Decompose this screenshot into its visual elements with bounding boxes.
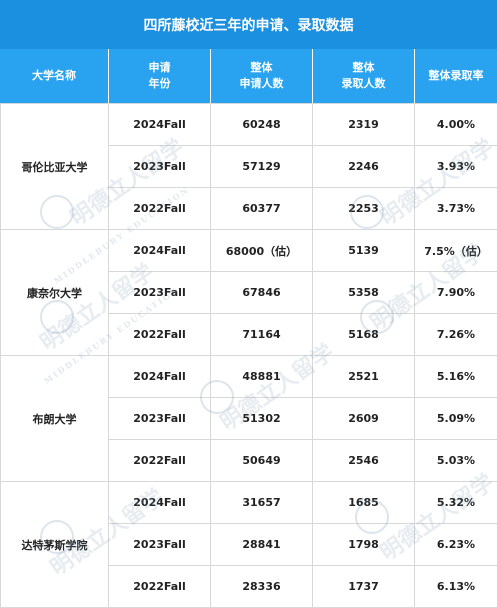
header-term-line1: 申请 bbox=[149, 60, 171, 76]
header-school-label: 大学名称 bbox=[32, 68, 76, 84]
rate-cell: 3.93% bbox=[415, 146, 497, 188]
admitted-cell: 2521 bbox=[313, 356, 415, 398]
table-row: 达特茅斯学院 2024Fall 31657 1685 5.32% bbox=[1, 482, 497, 524]
rate-cell: 7.90% bbox=[415, 272, 497, 314]
applicants-cell: 28336 bbox=[211, 566, 313, 608]
header-admitted: 整体 录取人数 bbox=[312, 49, 414, 103]
applicants-cell: 67846 bbox=[211, 272, 313, 314]
applicants-cell: 57129 bbox=[211, 146, 313, 188]
rate-cell: 7.5%（估） bbox=[415, 230, 497, 272]
admitted-cell: 5139 bbox=[313, 230, 415, 272]
rate-cell: 4.00% bbox=[415, 104, 497, 146]
admitted-cell: 2546 bbox=[313, 440, 415, 482]
term-cell: 2023Fall bbox=[109, 272, 211, 314]
admitted-cell: 1737 bbox=[313, 566, 415, 608]
admitted-cell: 1798 bbox=[313, 524, 415, 566]
header-admitted-line1: 整体 bbox=[353, 60, 375, 76]
rate-cell: 5.09% bbox=[415, 398, 497, 440]
header-rate-label: 整体录取率 bbox=[429, 68, 484, 84]
term-cell: 2023Fall bbox=[109, 524, 211, 566]
term-cell: 2022Fall bbox=[109, 314, 211, 356]
header-rate: 整体录取率 bbox=[414, 49, 497, 103]
header-term: 申请 年份 bbox=[108, 49, 210, 103]
table-title: 四所藤校近三年的申请、录取数据 bbox=[0, 0, 497, 49]
admitted-cell: 2319 bbox=[313, 104, 415, 146]
applicants-cell: 60377 bbox=[211, 188, 313, 230]
applicants-cell: 60248 bbox=[211, 104, 313, 146]
applicants-cell: 68000（估） bbox=[211, 230, 313, 272]
applicants-cell: 31657 bbox=[211, 482, 313, 524]
table-row: 哥伦比亚大学 2024Fall 60248 2319 4.00% bbox=[1, 104, 497, 146]
applicants-cell: 28841 bbox=[211, 524, 313, 566]
table-row: 康奈尔大学 2024Fall 68000（估） 5139 7.5%（估） bbox=[1, 230, 497, 272]
applicants-cell: 71164 bbox=[211, 314, 313, 356]
rate-cell: 6.23% bbox=[415, 524, 497, 566]
rate-cell: 3.73% bbox=[415, 188, 497, 230]
admitted-cell: 5168 bbox=[313, 314, 415, 356]
term-cell: 2024Fall bbox=[109, 356, 211, 398]
header-applicants-line1: 整体 bbox=[251, 60, 273, 76]
term-cell: 2022Fall bbox=[109, 440, 211, 482]
admitted-cell: 2246 bbox=[313, 146, 415, 188]
term-cell: 2024Fall bbox=[109, 104, 211, 146]
applicants-cell: 48881 bbox=[211, 356, 313, 398]
header-school: 大学名称 bbox=[0, 49, 108, 103]
admitted-cell: 2609 bbox=[313, 398, 415, 440]
school-name: 布朗大学 bbox=[1, 356, 109, 482]
rate-cell: 6.13% bbox=[415, 566, 497, 608]
header-applicants-line2: 申请人数 bbox=[240, 76, 284, 92]
term-cell: 2024Fall bbox=[109, 230, 211, 272]
applicants-cell: 50649 bbox=[211, 440, 313, 482]
admitted-cell: 1685 bbox=[313, 482, 415, 524]
term-cell: 2023Fall bbox=[109, 146, 211, 188]
admissions-table: 哥伦比亚大学 2024Fall 60248 2319 4.00% 2023Fal… bbox=[0, 103, 497, 608]
rate-cell: 5.32% bbox=[415, 482, 497, 524]
rate-cell: 5.03% bbox=[415, 440, 497, 482]
admitted-cell: 5358 bbox=[313, 272, 415, 314]
header-term-line2: 年份 bbox=[149, 76, 171, 92]
admitted-cell: 2253 bbox=[313, 188, 415, 230]
header-admitted-line2: 录取人数 bbox=[342, 76, 386, 92]
term-cell: 2023Fall bbox=[109, 398, 211, 440]
school-name: 达特茅斯学院 bbox=[1, 482, 109, 608]
term-cell: 2022Fall bbox=[109, 188, 211, 230]
school-name: 康奈尔大学 bbox=[1, 230, 109, 356]
table-header-row: 大学名称 申请 年份 整体 申请人数 整体 录取人数 整体录取率 bbox=[0, 49, 497, 103]
table-row: 布朗大学 2024Fall 48881 2521 5.16% bbox=[1, 356, 497, 398]
header-applicants: 整体 申请人数 bbox=[210, 49, 312, 103]
term-cell: 2024Fall bbox=[109, 482, 211, 524]
rate-cell: 7.26% bbox=[415, 314, 497, 356]
term-cell: 2022Fall bbox=[109, 566, 211, 608]
applicants-cell: 51302 bbox=[211, 398, 313, 440]
rate-cell: 5.16% bbox=[415, 356, 497, 398]
school-name: 哥伦比亚大学 bbox=[1, 104, 109, 230]
